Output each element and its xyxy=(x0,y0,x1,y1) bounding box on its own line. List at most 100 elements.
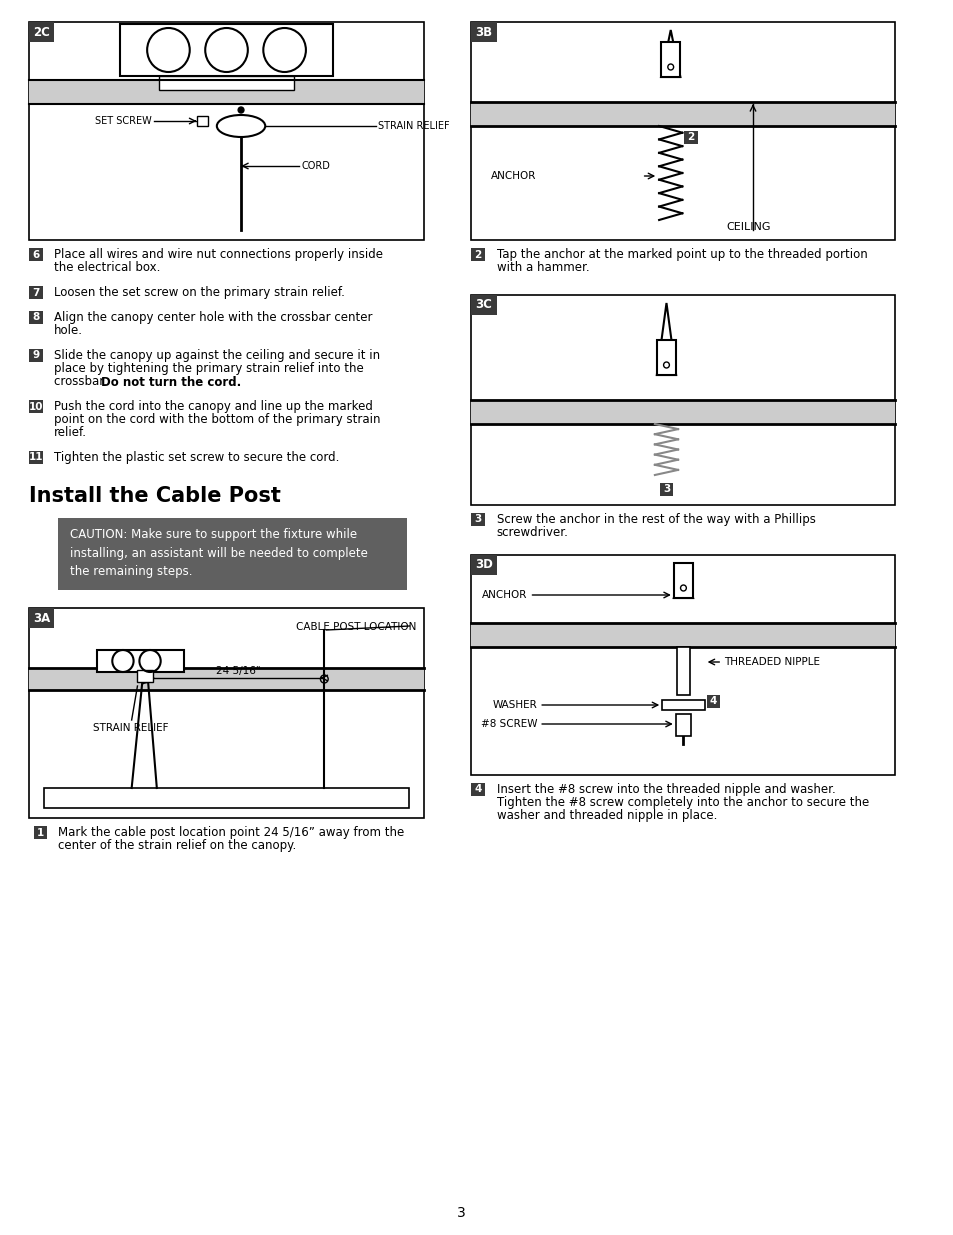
Text: Place all wires and wire nut connections properly inside: Place all wires and wire nut connections… xyxy=(54,248,383,261)
Text: hole.: hole. xyxy=(54,324,83,337)
Bar xyxy=(34,826,48,839)
Text: 2C: 2C xyxy=(33,26,50,38)
Text: 1: 1 xyxy=(37,827,44,837)
Circle shape xyxy=(238,107,244,112)
Text: #8 SCREW: #8 SCREW xyxy=(480,719,537,729)
Text: crossbar.: crossbar. xyxy=(54,375,111,388)
Bar xyxy=(471,295,497,315)
Polygon shape xyxy=(673,563,693,598)
Bar xyxy=(120,23,333,77)
Text: 3B: 3B xyxy=(475,26,492,38)
Text: washer and threaded nipple in place.: washer and threaded nipple in place. xyxy=(497,809,717,823)
Bar xyxy=(471,783,484,797)
Text: 3: 3 xyxy=(474,515,481,525)
Bar xyxy=(659,483,673,496)
Text: 7: 7 xyxy=(32,288,39,298)
Bar xyxy=(29,451,43,464)
Bar xyxy=(44,788,409,808)
Text: 8: 8 xyxy=(32,312,39,322)
Text: Tap the anchor at the marked point up to the threaded portion: Tap the anchor at the marked point up to… xyxy=(497,248,866,261)
Bar xyxy=(676,647,690,695)
Text: 3A: 3A xyxy=(33,611,51,625)
Bar xyxy=(29,287,43,299)
Text: 9: 9 xyxy=(32,351,39,361)
Bar xyxy=(471,22,497,42)
Bar xyxy=(660,42,679,77)
Bar xyxy=(96,650,184,672)
Text: Insert the #8 screw into the threaded nipple and washer.: Insert the #8 screw into the threaded ni… xyxy=(497,783,835,797)
Bar xyxy=(29,608,423,818)
Text: SET SCREW: SET SCREW xyxy=(95,116,152,126)
Text: 4: 4 xyxy=(474,784,481,794)
Bar xyxy=(706,695,720,708)
Text: screwdriver.: screwdriver. xyxy=(497,526,568,538)
Text: 6: 6 xyxy=(32,249,39,259)
Bar xyxy=(471,295,895,505)
Text: STRAIN RELIEF: STRAIN RELIEF xyxy=(92,722,169,734)
Bar xyxy=(673,563,693,598)
Bar xyxy=(471,22,895,240)
Bar xyxy=(29,400,43,412)
Text: place by tightening the primary strain relief into the: place by tightening the primary strain r… xyxy=(54,362,364,375)
Bar xyxy=(29,350,43,362)
Bar xyxy=(471,622,895,647)
Bar xyxy=(471,400,895,424)
Text: 3D: 3D xyxy=(475,558,493,572)
Text: Screw the anchor in the rest of the way with a Phillips: Screw the anchor in the rest of the way … xyxy=(497,513,815,526)
Text: WASHER: WASHER xyxy=(492,700,537,710)
Text: Push the cord into the canopy and line up the marked: Push the cord into the canopy and line u… xyxy=(54,400,373,412)
Polygon shape xyxy=(660,30,679,77)
Bar xyxy=(661,700,704,710)
Bar xyxy=(58,517,406,590)
Bar xyxy=(29,668,423,690)
Text: relief.: relief. xyxy=(54,426,87,438)
Ellipse shape xyxy=(216,115,265,137)
Text: ANCHOR: ANCHOR xyxy=(490,170,536,182)
Text: 2: 2 xyxy=(687,132,694,142)
Text: 2: 2 xyxy=(474,249,481,259)
Text: Loosen the set screw on the primary strain relief.: Loosen the set screw on the primary stra… xyxy=(54,287,345,299)
Text: 11: 11 xyxy=(29,452,43,462)
Text: 3C: 3C xyxy=(476,299,492,311)
Text: point on the cord with the bottom of the primary strain: point on the cord with the bottom of the… xyxy=(54,412,380,426)
Bar xyxy=(29,248,43,261)
Bar xyxy=(29,22,54,42)
Text: 4: 4 xyxy=(709,697,717,706)
Text: STRAIN RELIEF: STRAIN RELIEF xyxy=(377,121,449,131)
Text: CABLE POST LOCATION: CABLE POST LOCATION xyxy=(295,622,416,632)
Bar xyxy=(471,513,484,526)
Bar xyxy=(675,714,691,736)
Bar xyxy=(29,22,423,240)
Text: Tighten the plastic set screw to secure the cord.: Tighten the plastic set screw to secure … xyxy=(54,451,339,464)
Bar xyxy=(158,77,294,90)
Text: 10: 10 xyxy=(29,401,43,411)
Polygon shape xyxy=(656,303,676,375)
Bar xyxy=(656,340,676,375)
Bar xyxy=(471,103,895,126)
Text: THREADED NIPPLE: THREADED NIPPLE xyxy=(723,657,820,667)
Text: Mark the cable post location point 24 5/16” away from the: Mark the cable post location point 24 5/… xyxy=(58,826,404,839)
Text: CEILING: CEILING xyxy=(725,222,770,232)
Text: 3: 3 xyxy=(662,484,669,494)
Bar xyxy=(29,608,54,629)
Bar xyxy=(137,671,152,682)
Text: Slide the canopy up against the ceiling and secure it in: Slide the canopy up against the ceiling … xyxy=(54,350,380,362)
Text: CORD: CORD xyxy=(301,161,330,170)
Text: Do not turn the cord.: Do not turn the cord. xyxy=(101,375,241,389)
Text: ANCHOR: ANCHOR xyxy=(481,590,527,600)
Bar xyxy=(196,116,208,126)
Bar xyxy=(471,248,484,261)
Text: the electrical box.: the electrical box. xyxy=(54,261,160,274)
Text: Install the Cable Post: Install the Cable Post xyxy=(29,487,280,506)
Text: 24 5/16": 24 5/16" xyxy=(216,666,261,676)
Bar xyxy=(471,555,497,576)
Text: Tighten the #8 screw completely into the anchor to secure the: Tighten the #8 screw completely into the… xyxy=(497,797,868,809)
Text: Align the canopy center hole with the crossbar center: Align the canopy center hole with the cr… xyxy=(54,311,373,324)
Bar xyxy=(29,80,423,104)
Text: with a hammer.: with a hammer. xyxy=(497,261,589,274)
Bar xyxy=(683,131,697,144)
Text: CAUTION: Make sure to support the fixture while
installing, an assistant will be: CAUTION: Make sure to support the fixtur… xyxy=(70,529,367,578)
Text: 3: 3 xyxy=(456,1207,466,1220)
Bar xyxy=(29,311,43,324)
Bar xyxy=(471,555,895,776)
